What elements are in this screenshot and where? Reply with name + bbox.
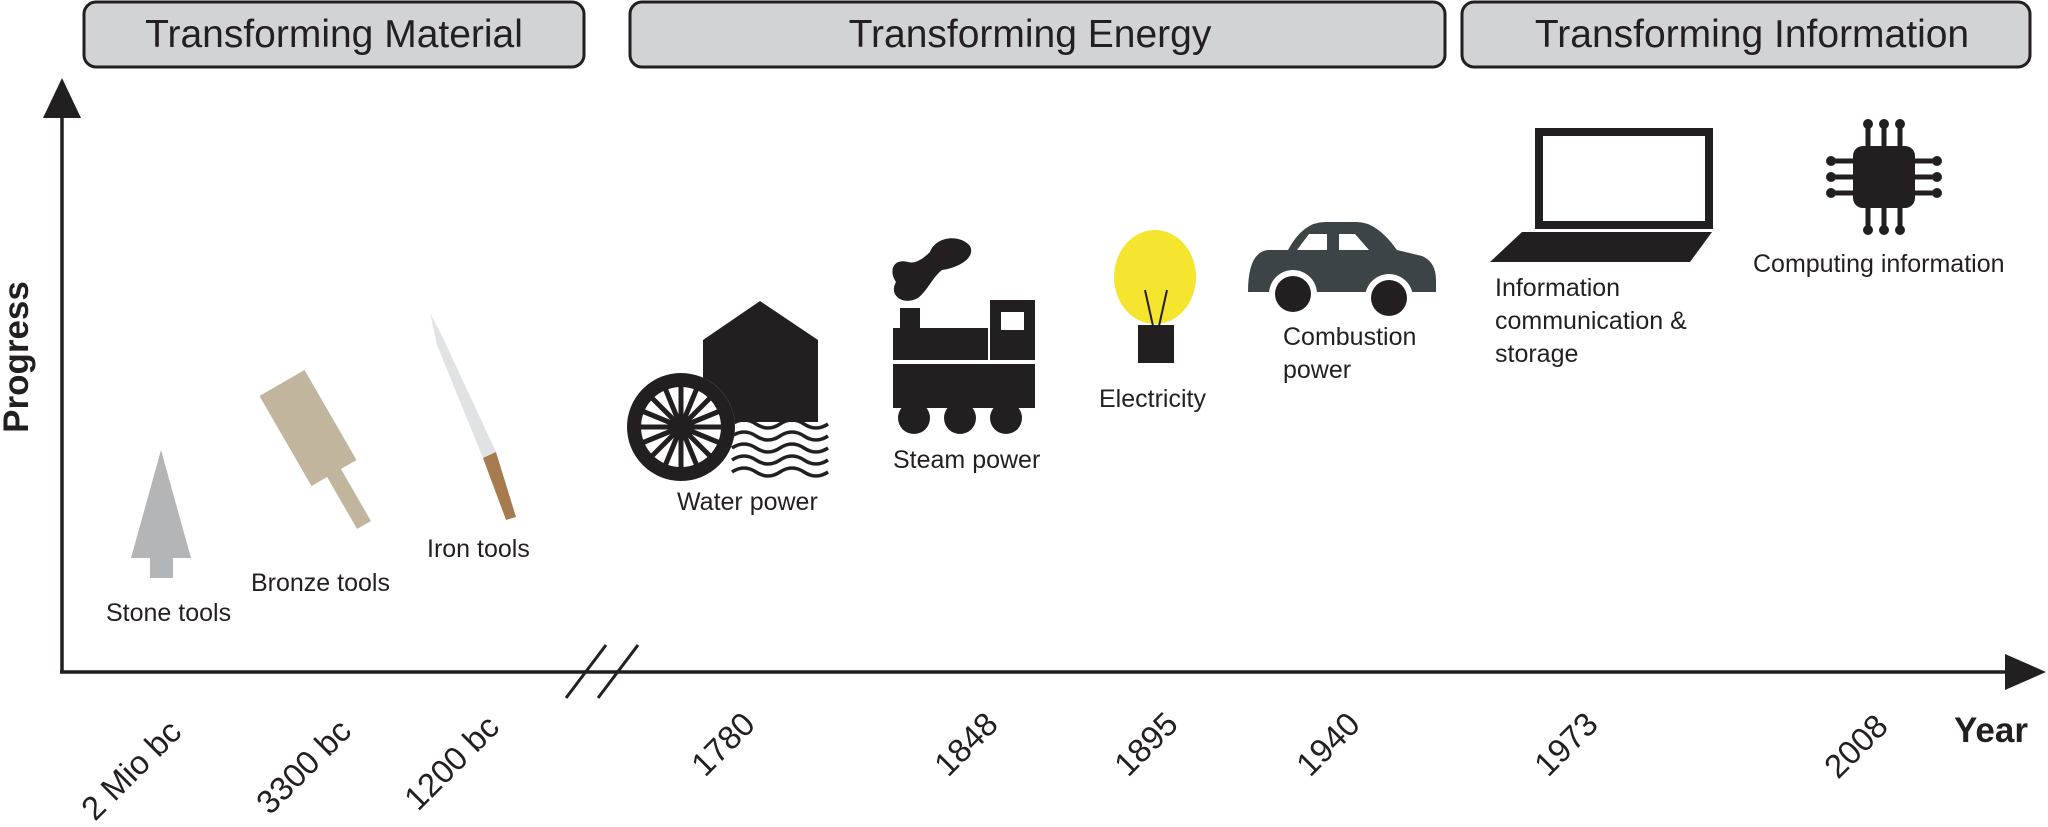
y-axis: Progress	[0, 78, 81, 672]
milestone-information: Information communication & storage	[1490, 128, 1713, 368]
milestone-combustion-power: Combustion power	[1248, 222, 1436, 384]
phase-energy: Transforming Energy	[628, 0, 1447, 69]
milestone-label: Stone tools	[106, 599, 231, 627]
phase-information-label: Transforming Information	[1535, 13, 1969, 56]
year-label: 2008	[1817, 707, 1895, 785]
axis-break-mark	[564, 644, 608, 699]
milestone-label: storage	[1495, 340, 1578, 368]
milestone-label: Combustion	[1283, 323, 1416, 351]
car-icon	[1248, 222, 1436, 322]
laptop-icon	[1490, 128, 1713, 262]
milestone-stone-tools: Stone tools	[106, 450, 231, 627]
milestone-electricity: Electricity	[1099, 230, 1206, 413]
milestone-label: Steam power	[893, 446, 1040, 474]
milestone-label: communication &	[1495, 307, 1687, 335]
year-label: 3300 bc	[249, 712, 358, 821]
milestone-label: Bronze tools	[251, 569, 390, 597]
x-axis: Year	[60, 644, 2046, 750]
y-axis-title: Progress	[0, 281, 36, 433]
milestone-label: Electricity	[1099, 385, 1206, 413]
year-label: 1200 bc	[397, 708, 506, 817]
milestone-water-power: Water power	[627, 301, 829, 516]
phase-material-label: Transforming Material	[145, 13, 523, 56]
milestone-label: Information	[1495, 274, 1620, 302]
year-label: 1973	[1527, 705, 1605, 783]
locomotive-icon	[892, 238, 1035, 434]
milestone-computing: Computing information	[1753, 119, 2005, 278]
axis-break-mark	[596, 644, 640, 699]
milestone-bronze-tools: Bronze tools	[251, 369, 390, 597]
year-label: 1895	[1107, 705, 1185, 783]
bronze-tool-icon	[259, 369, 371, 529]
milestone-label: Water power	[677, 488, 818, 516]
milestone-label: power	[1283, 356, 1351, 384]
iron-tool-icon	[430, 313, 516, 520]
year-label: 1848	[927, 705, 1005, 783]
light-bulb-icon	[1114, 230, 1196, 363]
year-label: 1940	[1289, 705, 1367, 783]
phase-energy-label: Transforming Energy	[849, 13, 1212, 56]
milestone-steam-power: Steam power	[892, 238, 1040, 474]
water-wheel-icon	[627, 301, 829, 481]
x-axis-title: Year	[1954, 711, 2028, 750]
stone-tool-icon	[131, 450, 191, 578]
year-label: 2 Mio bc	[74, 713, 188, 827]
milestone-iron-tools: Iron tools	[427, 313, 530, 563]
phase-information: Transforming Information	[1460, 0, 2032, 69]
milestone-label: Computing information	[1753, 250, 2005, 278]
year-label: 1780	[684, 705, 762, 783]
milestone-label: Iron tools	[427, 535, 530, 563]
microchip-icon	[1826, 119, 1942, 235]
year-labels: 2 Mio bc 3300 bc 1200 bc 1780 1848 1895 …	[74, 705, 1895, 827]
phase-material: Transforming Material	[82, 0, 586, 69]
